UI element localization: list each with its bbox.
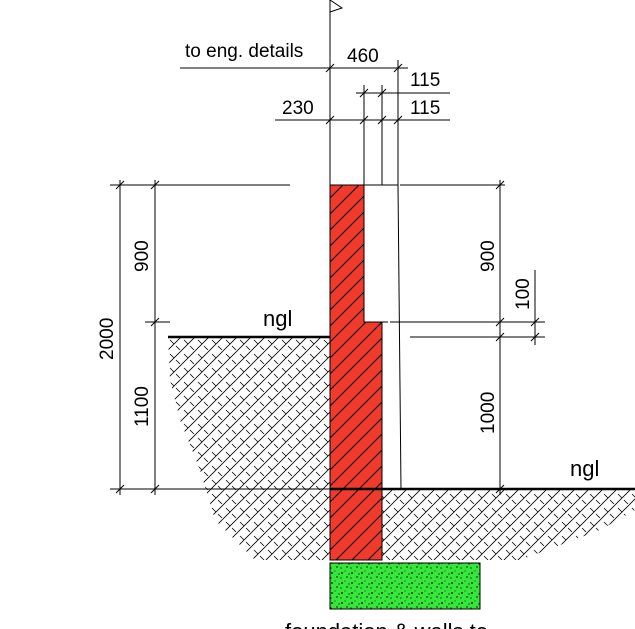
dim-1100: 1100 [132, 386, 153, 427]
wall-section [329, 184, 402, 561]
ngl-label-left: ngl [263, 306, 292, 331]
dim-1000: 1000 [478, 392, 499, 434]
dim-460: 460 [347, 46, 379, 67]
footing [329, 562, 481, 610]
top-dimensions [180, 0, 450, 185]
dim-2000: 2000 [97, 318, 118, 360]
soil-right [382, 489, 635, 560]
dim-100: 100 [513, 278, 534, 310]
ngl-label-right: ngl [570, 456, 599, 481]
foundation-note: foundation & walls to [285, 619, 488, 629]
dim-900-right: 900 [478, 240, 499, 272]
right-dimensions [390, 180, 545, 495]
soil-left [168, 337, 330, 560]
dim-115-upper: 115 [410, 70, 440, 91]
to-eng-details-label: to eng. details [185, 41, 303, 62]
dim-230: 230 [282, 98, 314, 119]
left-dimensions [110, 180, 330, 495]
dim-900-left: 900 [132, 240, 153, 272]
dim-115-lower: 115 [410, 98, 440, 119]
